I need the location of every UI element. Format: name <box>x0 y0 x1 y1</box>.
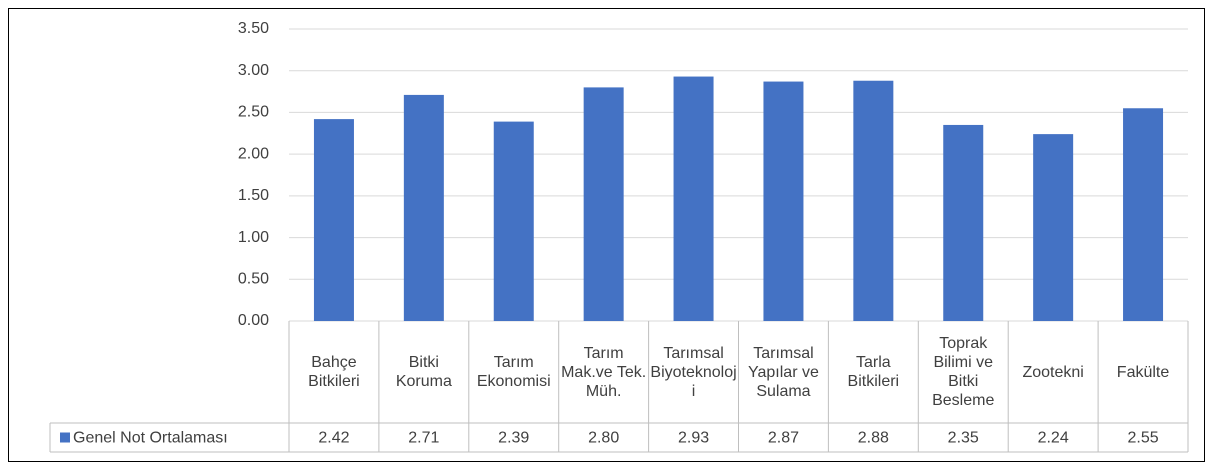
data-table-value: 2.87 <box>768 430 799 447</box>
y-tick-label: 3.50 <box>238 20 269 37</box>
x-tick-label: Toprak Bilimi ve Bitki Besleme <box>932 335 995 409</box>
x-tick-label: Fakülte <box>1116 363 1170 381</box>
data-table-value: 2.93 <box>678 430 709 447</box>
x-tick-label: Zootekni <box>1022 363 1084 381</box>
x-tick-label: Tarım Mak.ve Tek. Müh. <box>561 344 647 400</box>
x-tick-label: Tarımsal Biyoteknoloji <box>650 344 737 400</box>
bar <box>1033 134 1074 321</box>
legend-label: Genel Not Ortalaması <box>73 430 228 447</box>
x-tick-label: Bahçe Bitkileri <box>308 354 360 390</box>
x-tick-label-box: Bitki Koruma <box>395 354 452 390</box>
x-tick-label: Tarım Ekonomisi <box>476 354 551 390</box>
x-tick-label-box: Tarım Mak.ve Tek. Müh. <box>561 344 647 400</box>
bar <box>763 81 804 321</box>
bar <box>853 80 894 322</box>
legend-key <box>60 432 70 443</box>
y-tick-label: 1.00 <box>238 229 269 246</box>
y-tick-label: 2.00 <box>238 145 269 162</box>
y-tick-label: 1.50 <box>238 187 269 204</box>
y-tick-label: 3.00 <box>238 62 269 79</box>
data-table-value: 2.88 <box>858 430 889 447</box>
x-tick-label-box: Tarımsal Yapılar ve Sulama <box>748 344 819 400</box>
y-tick-label: 2.50 <box>238 104 269 121</box>
x-tick-label: Bitki Koruma <box>395 354 452 390</box>
data-table-value: 2.80 <box>588 430 619 447</box>
x-tick-label-box: Toprak Bilimi ve Bitki Besleme <box>932 335 995 409</box>
data-table-value: 2.55 <box>1127 430 1158 447</box>
data-table-value: 2.71 <box>408 430 439 447</box>
x-tick-label-box: Zootekni <box>1022 363 1084 381</box>
bar <box>583 87 624 322</box>
y-tick-label: 0.50 <box>238 271 269 288</box>
bar <box>313 119 354 321</box>
x-tick-label-box: Tarımsal Biyoteknoloji <box>650 344 737 400</box>
data-table-value: 2.39 <box>498 430 529 447</box>
data-table-value: 2.35 <box>948 430 979 447</box>
bar <box>1123 108 1164 321</box>
bar <box>403 94 444 321</box>
x-tick-label-box: Tarla Bitkileri <box>847 354 900 390</box>
x-tick-label-box: Tarım Ekonomisi <box>476 354 551 390</box>
x-tick-label-box: Fakülte <box>1116 363 1170 381</box>
data-table-value: 2.42 <box>318 430 349 447</box>
bar <box>673 76 714 321</box>
x-tick-label: Tarımsal Yapılar ve Sulama <box>748 344 819 400</box>
bar <box>493 121 534 321</box>
x-tick-label: Tarla Bitkileri <box>847 354 900 390</box>
bar <box>943 124 984 321</box>
x-tick-label-box: Bahçe Bitkileri <box>308 354 360 390</box>
data-table-value: 2.24 <box>1038 430 1069 447</box>
y-tick-label: 0.00 <box>238 312 269 329</box>
